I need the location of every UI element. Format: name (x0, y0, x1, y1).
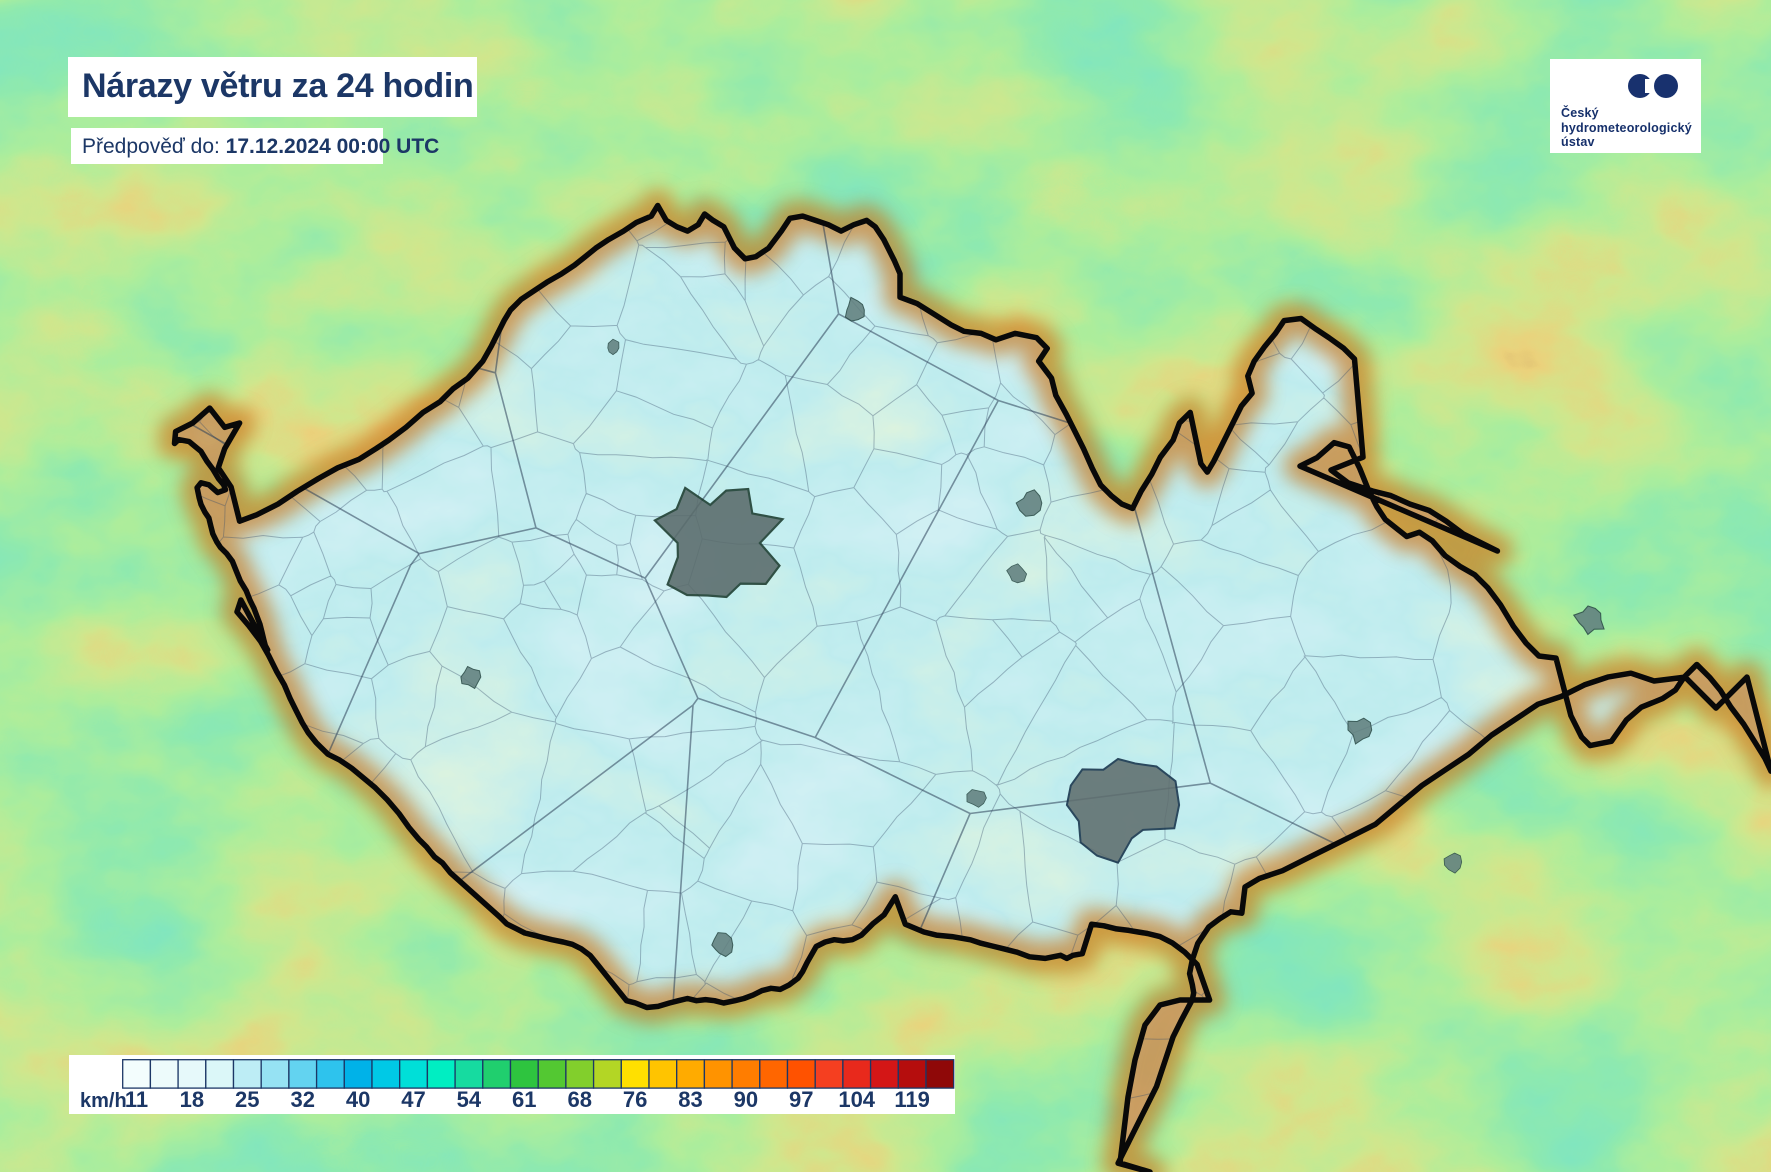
svg-text:40: 40 (346, 1087, 370, 1112)
svg-text:61: 61 (512, 1087, 536, 1112)
svg-text:11: 11 (125, 1087, 148, 1112)
svg-text:119: 119 (894, 1087, 930, 1112)
svg-text:83: 83 (678, 1087, 702, 1112)
svg-text:104: 104 (838, 1087, 875, 1112)
svg-text:18: 18 (180, 1087, 204, 1112)
svg-text:68: 68 (567, 1087, 591, 1112)
svg-text:47: 47 (401, 1087, 425, 1112)
svg-text:76: 76 (623, 1087, 647, 1112)
svg-text:25: 25 (235, 1087, 259, 1112)
svg-text:90: 90 (734, 1087, 758, 1112)
svg-text:32: 32 (290, 1087, 314, 1112)
svg-text:97: 97 (789, 1087, 813, 1112)
svg-text:54: 54 (457, 1087, 482, 1112)
